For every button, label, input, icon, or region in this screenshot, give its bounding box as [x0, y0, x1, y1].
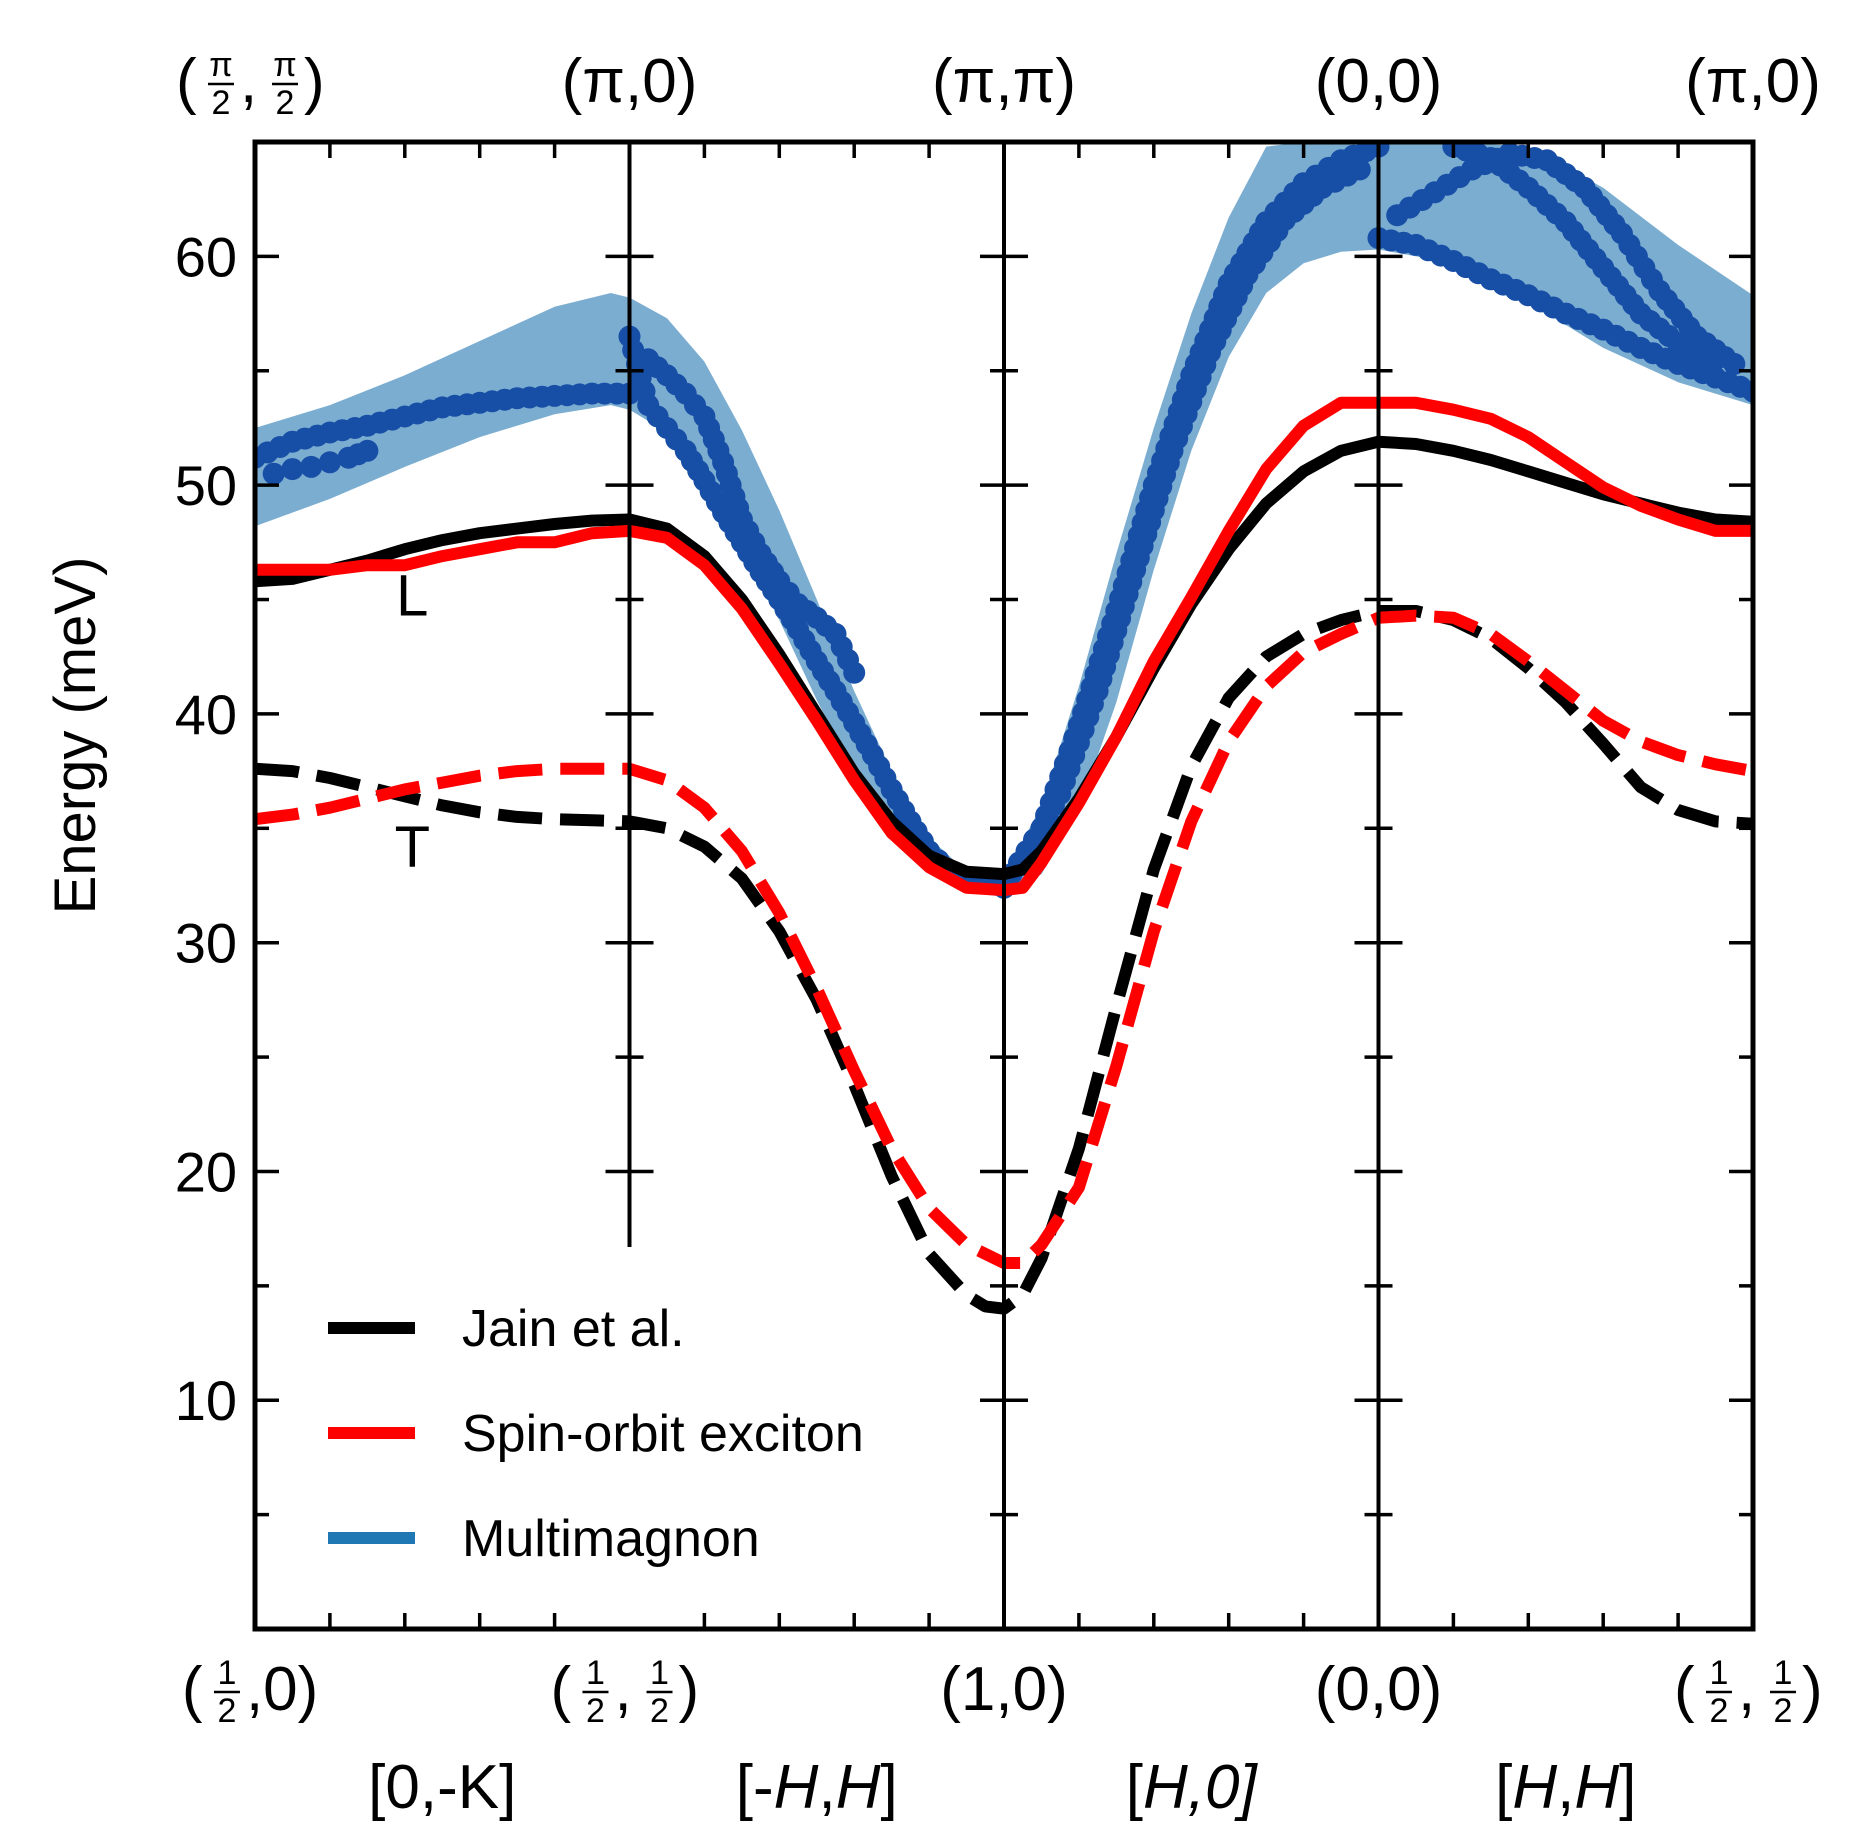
multimagnon-point	[843, 661, 866, 684]
top-point-label-text: (π,π)	[932, 47, 1076, 116]
multimagnon-point	[262, 462, 285, 485]
bottom-point-label-text: ,	[614, 1655, 631, 1724]
annotation-label: T	[395, 815, 430, 880]
bottom-point-label-text: (	[550, 1655, 571, 1724]
axes-frame	[252, 139, 1756, 1632]
legend-label: Jain et al.	[462, 1300, 685, 1358]
bottom-point-label-text: (	[1674, 1655, 1695, 1724]
top-point-label-denominator: 2	[212, 84, 231, 122]
segment-label: [0,-K]	[368, 1753, 516, 1822]
legend-entry: Jain et al.	[328, 1300, 685, 1358]
spin-orbit-exciton-t-line	[255, 609, 1753, 1269]
bottom-point-label-text: (	[182, 1655, 203, 1724]
bottom-point-label-numerator: 1	[650, 1654, 669, 1692]
top-point-label: (π2, π2)	[176, 46, 325, 122]
top-point-label: (π,0)	[1685, 47, 1821, 116]
segment-label-part: H	[1512, 1753, 1557, 1822]
top-point-label-text: )	[304, 47, 325, 116]
multimagnon-point	[1348, 158, 1371, 181]
bottom-point-label: (1,0)	[940, 1655, 1067, 1724]
bottom-point-label-numerator: 1	[586, 1654, 605, 1692]
segment-label-part: H	[1574, 1753, 1619, 1822]
segment-label-part: ,	[818, 1753, 835, 1822]
top-point-label-text: (0,0)	[1315, 47, 1442, 116]
bottom-point-label: (0,0)	[1315, 1655, 1442, 1724]
bottom-point-label-text: (1,0)	[940, 1655, 1067, 1724]
multimagnon-branch	[1442, 142, 1727, 371]
bottom-point-label-numerator: 1	[217, 1654, 236, 1692]
multimagnon-point	[300, 455, 323, 478]
top-point-label: (π,0)	[562, 47, 698, 116]
y-axis-label: Energy (meV)	[43, 557, 108, 915]
bottom-point-label-text: (0,0)	[1315, 1655, 1442, 1724]
y-tick-label: 30	[175, 912, 237, 975]
y-tick-label: 20	[175, 1140, 237, 1203]
bottom-point-label-denominator: 2	[1774, 1692, 1793, 1730]
jain-et-al-l-line	[255, 435, 1753, 881]
bottom-point-label-numerator: 1	[1774, 1654, 1793, 1692]
bottom-point-label: (12, 12)	[550, 1654, 699, 1730]
legend-entry: Spin-orbit exciton	[328, 1405, 864, 1463]
segment-label: [-H,H]	[736, 1753, 898, 1822]
multimagnon-branch	[255, 382, 641, 469]
bottom-point-label: (12, 12)	[1674, 1654, 1823, 1730]
y-tick-label: 50	[175, 454, 237, 517]
legend: Jain et al. Spin-orbit exciton Multimagnon	[328, 1300, 864, 1568]
segment-label-part: [0,-K]	[368, 1753, 516, 1822]
legend-entry: Multimagnon	[328, 1510, 760, 1568]
bottom-point-label-text: ,	[1738, 1655, 1755, 1724]
bottom-point-label-denominator: 2	[586, 1692, 605, 1730]
top-point-label-text: (	[176, 47, 197, 116]
multimagnon-point	[281, 458, 304, 481]
annotation-label: L	[396, 564, 428, 629]
segment-label-part: [	[1495, 1753, 1512, 1822]
top-point-label-text: (π,0)	[1685, 47, 1821, 116]
bottom-point-label-text: ,0)	[246, 1655, 318, 1724]
bottom-point-label-text: )	[1802, 1655, 1823, 1724]
segment-label-part: [-	[736, 1753, 774, 1822]
top-point-label-numerator: π	[209, 46, 232, 84]
multimagnon-branch	[637, 348, 866, 684]
top-point-label: (0,0)	[1315, 47, 1442, 116]
segment-label-part: H	[1143, 1753, 1188, 1822]
multimagnon-point	[356, 439, 379, 462]
top-point-label: (π,π)	[932, 47, 1076, 116]
y-tick-label: 40	[175, 683, 237, 746]
segment-label-part: ,0]	[1188, 1753, 1259, 1822]
segment-label-part: ]	[880, 1753, 897, 1822]
bottom-point-label-denominator: 2	[1710, 1692, 1729, 1730]
top-point-label-text: (π,0)	[562, 47, 698, 116]
segment-label: [H,0]	[1126, 1753, 1259, 1822]
multimagnon-point	[318, 451, 341, 474]
axis-ticks	[255, 142, 1753, 1629]
bottom-point-label-text: )	[679, 1655, 700, 1724]
bottom-point-label-denominator: 2	[650, 1692, 669, 1730]
y-tick-label: 10	[175, 1369, 237, 1432]
bottom-point-label: (12 ,0)	[182, 1654, 318, 1730]
multimagnon-point	[1742, 380, 1753, 403]
bottom-point-label-numerator: 1	[1710, 1654, 1729, 1692]
legend-label: Spin-orbit exciton	[462, 1405, 864, 1463]
segment-label-part: [	[1126, 1753, 1143, 1822]
segment-label-part: ]	[1619, 1753, 1636, 1822]
segment-label-part: H	[836, 1753, 881, 1822]
segment-label: [H,H]	[1495, 1753, 1636, 1822]
top-point-label-numerator: π	[273, 46, 296, 84]
top-point-label-text: ,	[240, 47, 257, 116]
multimagnon-branch	[1011, 158, 1371, 874]
segment-label-part: H	[774, 1753, 819, 1822]
y-tick-label: 60	[175, 225, 237, 288]
segment-label-part: ,	[1557, 1753, 1574, 1822]
multimagnon-branch	[262, 439, 379, 485]
multimagnon-branch	[1367, 227, 1753, 403]
legend-label: Multimagnon	[462, 1510, 760, 1568]
multimagnon-point	[1704, 348, 1727, 371]
bottom-point-label-denominator: 2	[217, 1692, 236, 1730]
top-point-label-denominator: 2	[276, 84, 295, 122]
